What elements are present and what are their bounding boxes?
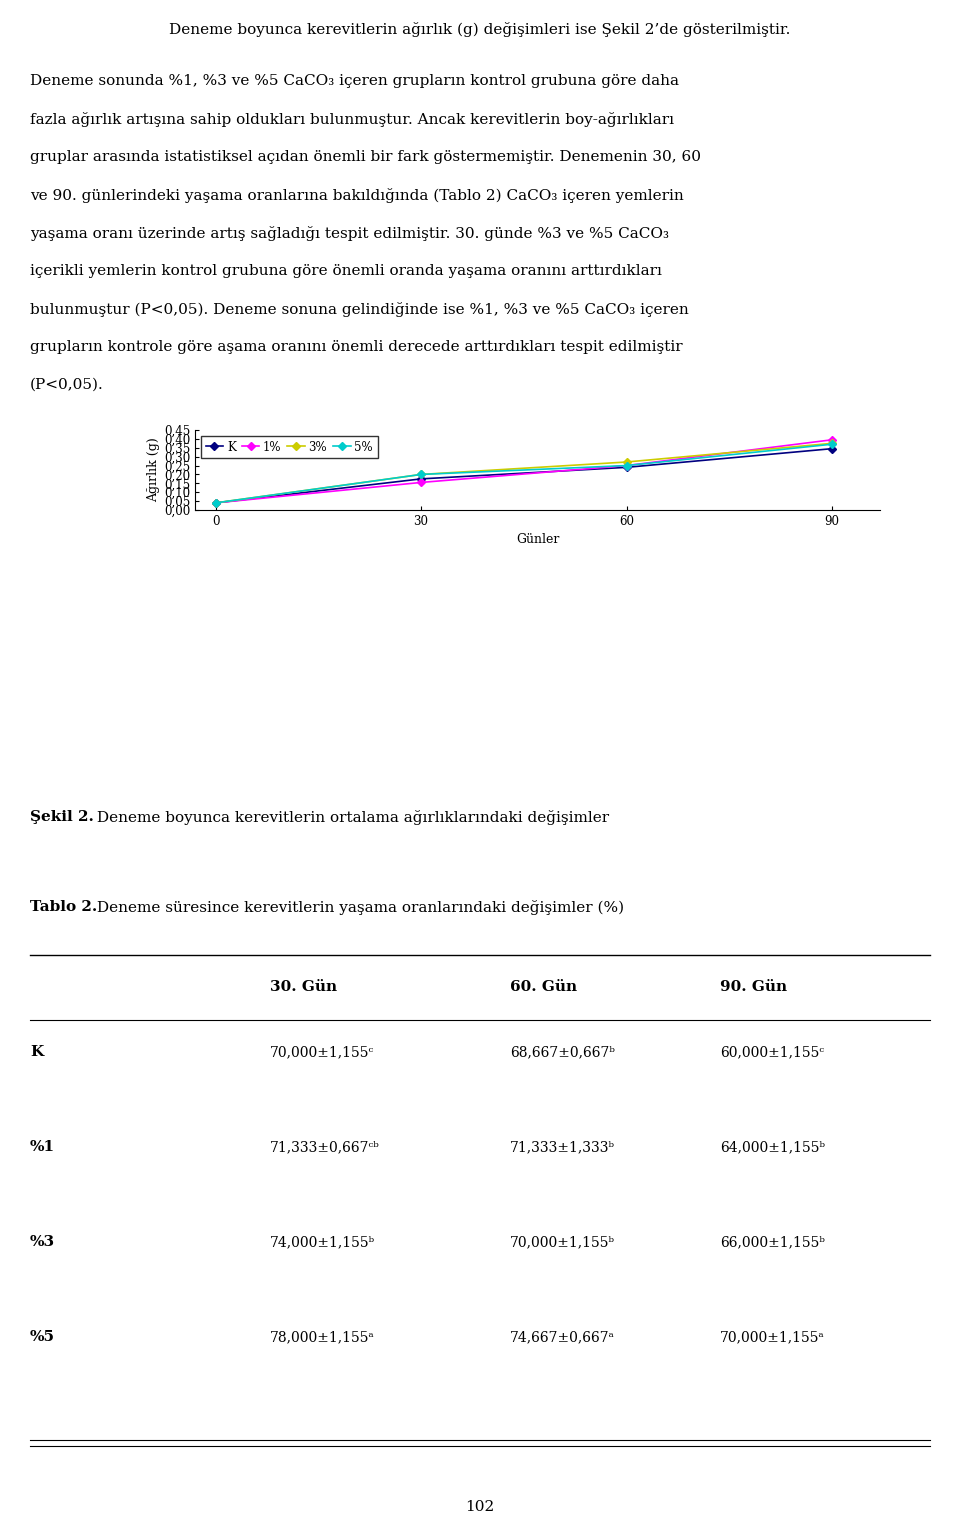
Line: 1%: 1% (213, 437, 835, 506)
3% (827, 434, 838, 453)
Text: %1: %1 (30, 1139, 55, 1154)
Text: gruplar arasında istatistiksel açıdan önemli bir fark göstermemiştir. Denemenin : gruplar arasında istatistiksel açıdan ön… (30, 150, 701, 164)
Text: Şekil 2.: Şekil 2. (30, 810, 94, 823)
Text: 78,000±1,155ᵃ: 78,000±1,155ᵃ (270, 1331, 374, 1344)
5% (416, 465, 427, 483)
K (416, 469, 427, 488)
Text: Deneme süresince kerevitlerin yaşama oranlarındaki değişimler (%): Deneme süresince kerevitlerin yaşama ora… (92, 899, 625, 914)
Text: 30. Gün: 30. Gün (270, 980, 337, 993)
Text: 70,000±1,155ᵃ: 70,000±1,155ᵃ (720, 1331, 825, 1344)
Text: Deneme boyunca kerevitlerin ortalama ağırlıklarındaki değişimler: Deneme boyunca kerevitlerin ortalama ağı… (92, 810, 610, 825)
Text: 102: 102 (466, 1499, 494, 1514)
1% (416, 474, 427, 492)
Text: 64,000±1,155ᵇ: 64,000±1,155ᵇ (720, 1139, 825, 1154)
1% (210, 494, 222, 512)
Text: 90. Gün: 90. Gün (720, 980, 787, 993)
Text: içerikli yemlerin kontrol grubuna göre önemli oranda yaşama oranını arttırdıklar: içerikli yemlerin kontrol grubuna göre ö… (30, 264, 661, 278)
Text: 66,000±1,155ᵇ: 66,000±1,155ᵇ (720, 1235, 825, 1249)
Text: Tablo 2.: Tablo 2. (30, 899, 97, 914)
Text: 70,000±1,155ᶜ: 70,000±1,155ᶜ (270, 1045, 374, 1059)
Text: 68,667±0,667ᵇ: 68,667±0,667ᵇ (510, 1045, 614, 1059)
Text: (P<0,05).: (P<0,05). (30, 378, 104, 392)
5% (827, 434, 838, 453)
Line: 5%: 5% (213, 442, 835, 506)
Line: 3%: 3% (213, 441, 835, 506)
Text: grupların kontrole göre aşama oranını önemli derecede arttırdıkları tespit edilm: grupların kontrole göre aşama oranını ön… (30, 340, 683, 354)
3% (621, 453, 633, 471)
Text: yaşama oranı üzerinde artış sağladığı tespit edilmiştir. 30. günde %3 ve %5 CaCO: yaşama oranı üzerinde artış sağladığı te… (30, 226, 669, 242)
5% (210, 494, 222, 512)
Text: 71,333±0,667ᶜᵇ: 71,333±0,667ᶜᵇ (270, 1139, 380, 1154)
Text: ve 90. günlerindeki yaşama oranlarına bakıldığında (Tablo 2) CaCO₃ içeren yemler: ve 90. günlerindeki yaşama oranlarına ba… (30, 188, 684, 204)
Text: 60,000±1,155ᶜ: 60,000±1,155ᶜ (720, 1045, 824, 1059)
Text: Deneme boyunca kerevitlerin ağırlık (g) değişimleri ise Şekil 2’de gösterilmişti: Deneme boyunca kerevitlerin ağırlık (g) … (169, 21, 791, 36)
Text: 71,333±1,333ᵇ: 71,333±1,333ᵇ (510, 1139, 615, 1154)
5% (621, 456, 633, 474)
3% (416, 465, 427, 483)
Text: 60. Gün: 60. Gün (510, 980, 577, 993)
Text: K: K (30, 1045, 43, 1059)
Text: bulunmuştur (P<0,05). Deneme sonuna gelindiğinde ise %1, %3 ve %5 CaCO₃ içeren: bulunmuştur (P<0,05). Deneme sonuna geli… (30, 302, 688, 317)
K (621, 459, 633, 477)
Text: 70,000±1,155ᵇ: 70,000±1,155ᵇ (510, 1235, 615, 1249)
Text: Deneme sonunda %1, %3 ve %5 CaCO₃ içeren grupların kontrol grubuna göre daha: Deneme sonunda %1, %3 ve %5 CaCO₃ içeren… (30, 74, 679, 88)
Text: %3: %3 (30, 1235, 55, 1249)
Line: K: K (213, 447, 835, 506)
X-axis label: Günler: Günler (516, 533, 559, 547)
Y-axis label: Ağırlık (g): Ağırlık (g) (147, 437, 159, 503)
Text: %5: %5 (30, 1331, 55, 1344)
1% (621, 456, 633, 474)
3% (210, 494, 222, 512)
K (210, 494, 222, 512)
1% (827, 431, 838, 450)
Legend: K, 1%, 3%, 5%: K, 1%, 3%, 5% (201, 436, 377, 459)
K (827, 439, 838, 457)
Text: fazla ağırlık artışına sahip oldukları bulunmuştur. Ancak kerevitlerin boy-ağırl: fazla ağırlık artışına sahip oldukları b… (30, 112, 674, 128)
Text: 74,667±0,667ᵃ: 74,667±0,667ᵃ (510, 1331, 614, 1344)
Text: 74,000±1,155ᵇ: 74,000±1,155ᵇ (270, 1235, 375, 1249)
